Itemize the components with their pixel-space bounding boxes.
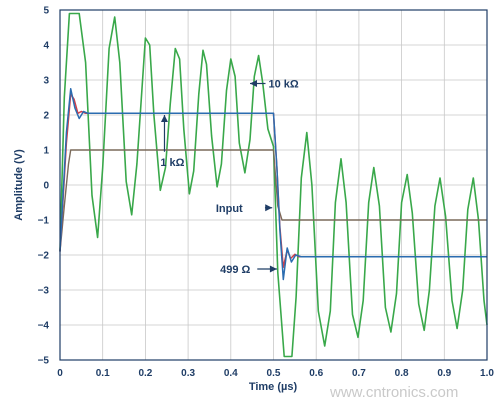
y-tick-label: 4	[43, 41, 49, 52]
x-tick-label: 0.9	[437, 368, 451, 379]
arrowhead	[269, 265, 277, 273]
x-tick-label: 0.2	[138, 368, 152, 379]
y-tick-label: 2	[43, 111, 49, 122]
annotation-label: Input	[216, 203, 243, 215]
watermark: www.cntronics.com	[329, 384, 458, 401]
y-tick-label: −5	[38, 356, 50, 367]
series-line	[59, 88, 487, 281]
annotations: 10 kΩ 1 kΩ Input 499 Ω	[160, 79, 299, 277]
arrowhead	[160, 115, 168, 122]
y-tick-label: −3	[38, 286, 50, 297]
y-tick-label: −1	[38, 216, 50, 227]
arrowhead	[265, 204, 273, 212]
y-tick-labels: 5 4 3 2 1 0 −1 −2 −3 −4 −5	[38, 6, 50, 367]
x-tick-label: 0.4	[224, 368, 238, 379]
x-tick-label: 1.0	[480, 368, 494, 379]
series-line	[59, 149, 487, 252]
y-axis-title: Amplitude (V)	[13, 149, 25, 221]
x-tick-label: 0	[57, 368, 63, 379]
y-tick-label: 5	[43, 6, 49, 17]
y-tick-label: 0	[43, 181, 49, 192]
annotation-label: 499 Ω	[220, 264, 250, 276]
x-tick-label: 0.5	[267, 368, 281, 379]
x-tick-label: 0.6	[309, 368, 323, 379]
y-tick-label: 1	[43, 146, 49, 157]
x-tick-label: 0.7	[352, 368, 366, 379]
arrowhead	[250, 80, 258, 87]
annotation-label: 10 kΩ	[269, 79, 299, 91]
series-line	[59, 12, 488, 358]
plot-frame	[59, 9, 488, 361]
y-tick-label: 3	[43, 76, 49, 87]
x-axis-title: Time (µs)	[249, 381, 298, 393]
y-tick-label: −4	[38, 321, 50, 332]
series-layer	[59, 12, 488, 358]
x-tick-label: 0.8	[395, 368, 409, 379]
x-tick-labels: 0 0.1 0.2 0.3 0.4 0.5 0.6 0.7 0.8 0.9 1.0	[57, 368, 494, 379]
x-tick-label: 0.1	[96, 368, 110, 379]
x-tick-label: 0.3	[181, 368, 195, 379]
annotation-label: 1 kΩ	[160, 157, 184, 169]
y-tick-label: −2	[38, 251, 50, 262]
